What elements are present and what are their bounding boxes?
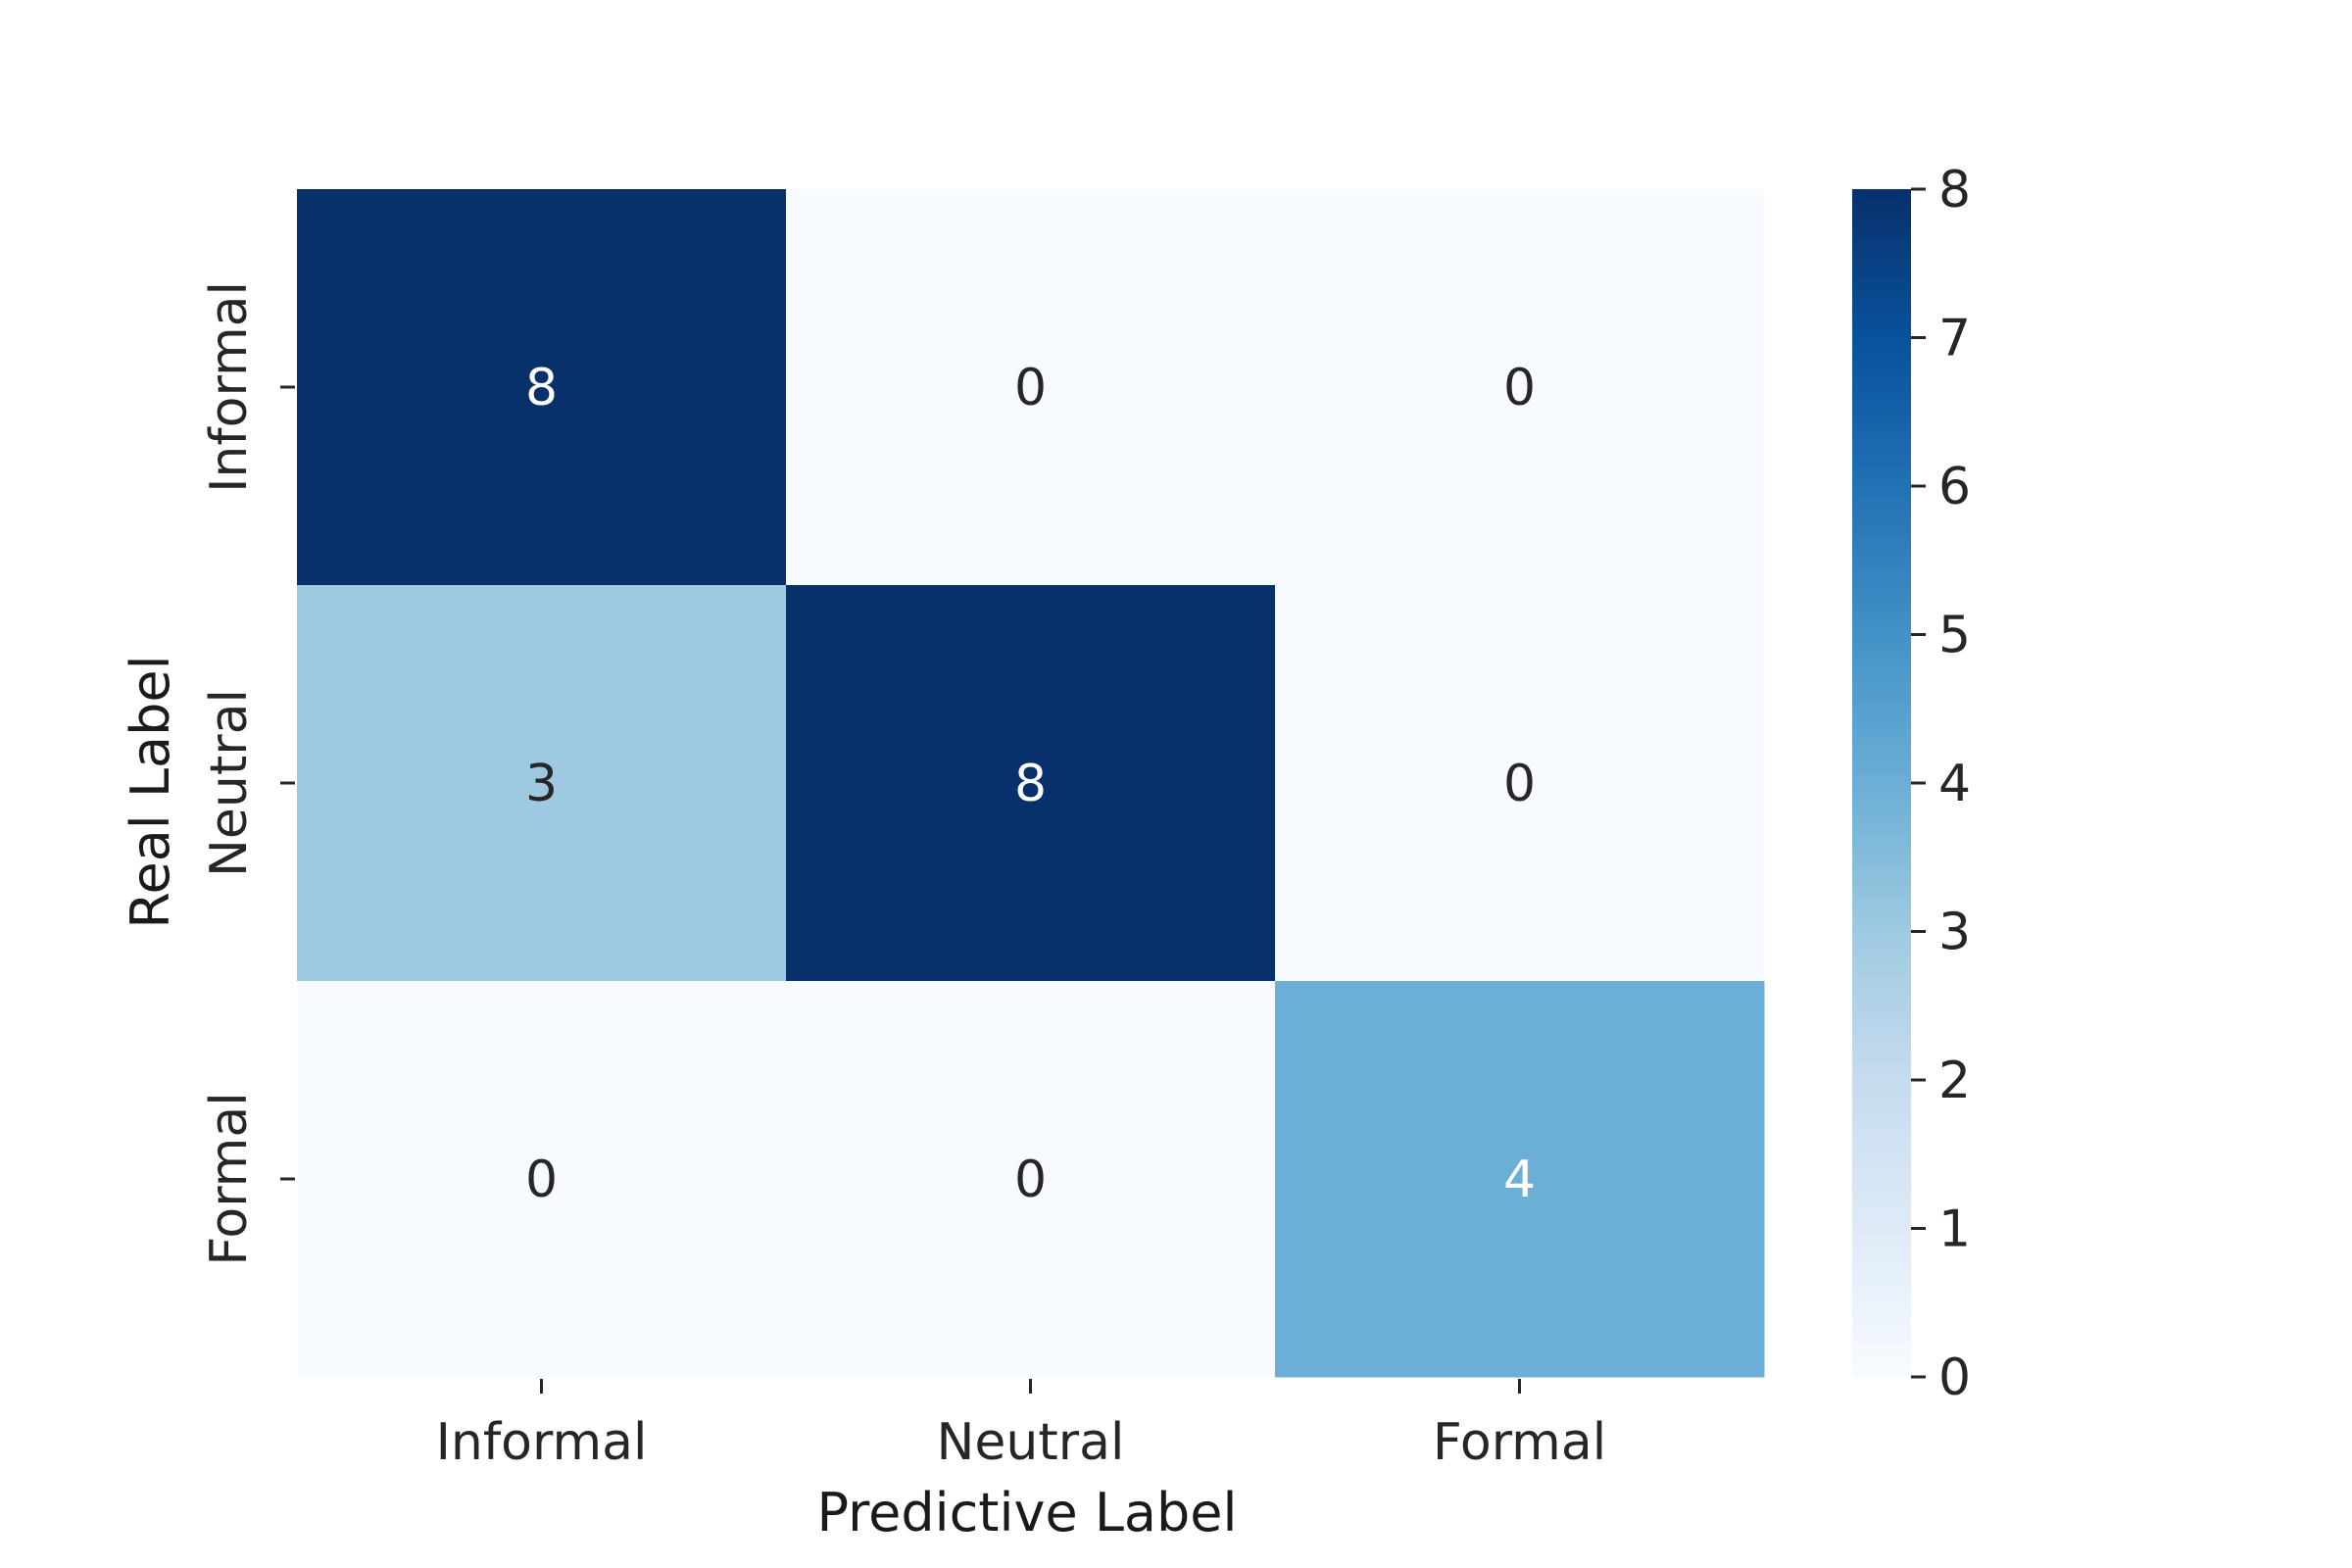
colorbar-tick-label: 0 <box>1938 1348 1971 1407</box>
colorbar-gradient <box>1852 189 1911 1377</box>
cell-value-label: 0 <box>1014 359 1047 417</box>
heatmap-cell-2-2 <box>1275 981 1765 1378</box>
heatmap-cell-2-1 <box>786 981 1276 1378</box>
heatmap-cells <box>297 189 1765 1378</box>
x-tick-label: Formal <box>1433 1413 1606 1472</box>
heatmap-cell-2-0 <box>297 981 787 1378</box>
y-axis-title: Real Label <box>120 655 181 928</box>
x-tick-label: Neutral <box>937 1413 1125 1472</box>
heatmap-cell-0-2 <box>1275 189 1765 586</box>
colorbar-ticks: 0 1 2 3 4 5 6 7 8 <box>1911 161 1971 1407</box>
colorbar-tick-label: 1 <box>1938 1200 1971 1259</box>
heatmap-cell-0-1 <box>786 189 1276 586</box>
colorbar-tick-label: 2 <box>1938 1052 1971 1110</box>
x-axis-title: Predictive Label <box>816 1482 1237 1544</box>
heatmap-cell-1-2 <box>1275 585 1765 982</box>
heatmap-cell-1-0 <box>297 585 787 982</box>
cell-labels: 8 0 0 3 8 0 0 0 4 <box>525 359 1536 1209</box>
colorbar: 0 1 2 3 4 5 6 7 8 <box>1852 161 1971 1407</box>
heatmap-cell-0-0 <box>297 189 787 586</box>
colorbar-tick-label: 3 <box>1938 904 1971 962</box>
cell-value-label: 0 <box>1014 1151 1047 1209</box>
colorbar-tick-label: 7 <box>1938 310 1971 368</box>
cell-value-label: 0 <box>525 1151 558 1209</box>
cell-value-label: 4 <box>1503 1151 1536 1209</box>
cell-value-label: 0 <box>1503 755 1536 813</box>
y-tick-label: Informal <box>200 281 259 493</box>
colorbar-tick-label: 8 <box>1938 161 1971 220</box>
y-axis: Informal Neutral Formal <box>200 281 295 1266</box>
x-axis: Informal Neutral Formal <box>436 1379 1606 1472</box>
cell-value-label: 8 <box>1014 755 1047 813</box>
colorbar-tick-label: 4 <box>1938 755 1971 813</box>
colorbar-tick-label: 5 <box>1938 607 1971 665</box>
y-tick-label: Formal <box>200 1092 259 1265</box>
heatmap-cell-1-1 <box>786 585 1276 982</box>
cell-value-label: 8 <box>525 359 558 417</box>
x-tick-label: Informal <box>436 1413 648 1472</box>
colorbar-tick-label: 6 <box>1938 458 1971 516</box>
cell-value-label: 3 <box>525 755 558 813</box>
y-tick-label: Neutral <box>200 689 259 877</box>
cell-value-label: 0 <box>1503 359 1536 417</box>
